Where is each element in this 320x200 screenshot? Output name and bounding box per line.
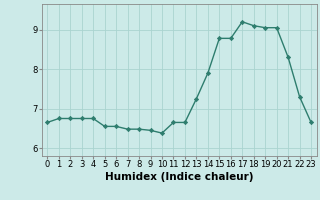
X-axis label: Humidex (Indice chaleur): Humidex (Indice chaleur) <box>105 172 253 182</box>
